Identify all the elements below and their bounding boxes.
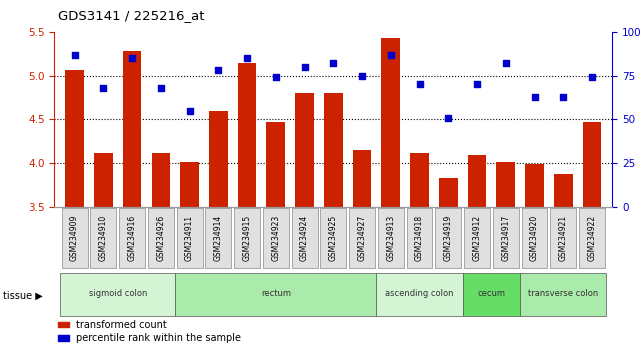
Text: GSM234913: GSM234913 — [387, 215, 395, 261]
Bar — [324, 93, 343, 207]
Text: rectum: rectum — [261, 289, 291, 298]
FancyBboxPatch shape — [148, 208, 174, 268]
Text: GSM234922: GSM234922 — [588, 215, 597, 261]
Text: sigmoid colon: sigmoid colon — [88, 289, 147, 298]
FancyBboxPatch shape — [234, 208, 260, 268]
FancyBboxPatch shape — [177, 208, 203, 268]
Point — [443, 115, 453, 121]
Point — [357, 73, 367, 79]
Point — [271, 75, 281, 80]
Text: ascending colon: ascending colon — [385, 289, 454, 298]
Bar — [525, 164, 544, 207]
Point — [501, 61, 511, 66]
Text: GSM234912: GSM234912 — [472, 215, 481, 261]
FancyBboxPatch shape — [579, 208, 605, 268]
FancyBboxPatch shape — [520, 273, 606, 316]
Point — [185, 108, 195, 114]
Point — [213, 68, 224, 73]
FancyBboxPatch shape — [435, 208, 462, 268]
Text: tissue ▶: tissue ▶ — [3, 291, 43, 301]
Bar — [583, 122, 601, 207]
Bar — [468, 155, 487, 207]
FancyBboxPatch shape — [464, 208, 490, 268]
FancyBboxPatch shape — [493, 208, 519, 268]
Point — [386, 52, 396, 57]
Point — [587, 75, 597, 80]
FancyBboxPatch shape — [551, 208, 576, 268]
Text: GSM234924: GSM234924 — [300, 215, 309, 261]
Text: GSM234910: GSM234910 — [99, 215, 108, 261]
Text: cecum: cecum — [478, 289, 505, 298]
Text: GSM234923: GSM234923 — [271, 215, 280, 261]
Bar — [296, 93, 314, 207]
Text: GSM234916: GSM234916 — [128, 215, 137, 261]
Text: GSM234926: GSM234926 — [156, 215, 165, 261]
Point — [558, 94, 569, 99]
Point — [299, 64, 310, 70]
Text: GSM234915: GSM234915 — [242, 215, 251, 261]
Bar — [238, 63, 256, 207]
Text: GSM234911: GSM234911 — [185, 215, 194, 261]
Point — [415, 81, 425, 87]
FancyBboxPatch shape — [119, 208, 145, 268]
FancyBboxPatch shape — [60, 273, 175, 316]
Text: percentile rank within the sample: percentile rank within the sample — [76, 333, 240, 343]
Bar — [65, 69, 84, 207]
FancyBboxPatch shape — [463, 273, 520, 316]
Text: GSM234914: GSM234914 — [214, 215, 223, 261]
Bar — [180, 162, 199, 207]
Text: GSM234920: GSM234920 — [530, 215, 539, 261]
Point — [472, 81, 482, 87]
Bar — [410, 153, 429, 207]
FancyBboxPatch shape — [522, 208, 547, 268]
Point — [242, 55, 252, 61]
FancyBboxPatch shape — [175, 273, 376, 316]
Text: GSM234921: GSM234921 — [559, 215, 568, 261]
Point — [156, 85, 166, 91]
Bar — [209, 111, 228, 207]
Bar — [353, 150, 371, 207]
Bar — [94, 153, 113, 207]
Bar — [496, 162, 515, 207]
Bar — [267, 122, 285, 207]
Point — [127, 55, 137, 61]
FancyBboxPatch shape — [349, 208, 375, 268]
Point — [328, 61, 338, 66]
FancyBboxPatch shape — [378, 208, 404, 268]
Bar — [123, 51, 142, 207]
Point — [98, 85, 108, 91]
Point — [69, 52, 79, 57]
Text: GSM234927: GSM234927 — [358, 215, 367, 261]
Bar — [151, 153, 171, 207]
Text: transverse colon: transverse colon — [528, 289, 599, 298]
Text: GSM234925: GSM234925 — [329, 215, 338, 261]
Bar — [439, 178, 458, 207]
FancyBboxPatch shape — [406, 208, 433, 268]
Text: GSM234918: GSM234918 — [415, 215, 424, 261]
FancyBboxPatch shape — [292, 208, 317, 268]
Text: GSM234917: GSM234917 — [501, 215, 510, 261]
Text: transformed count: transformed count — [76, 320, 167, 330]
FancyBboxPatch shape — [263, 208, 288, 268]
FancyBboxPatch shape — [376, 273, 463, 316]
Text: GDS3141 / 225216_at: GDS3141 / 225216_at — [58, 9, 204, 22]
Bar — [381, 38, 400, 207]
FancyBboxPatch shape — [320, 208, 346, 268]
FancyBboxPatch shape — [90, 208, 116, 268]
Point — [529, 94, 540, 99]
Bar — [554, 174, 572, 207]
FancyBboxPatch shape — [62, 208, 88, 268]
FancyBboxPatch shape — [205, 208, 231, 268]
Text: GSM234919: GSM234919 — [444, 215, 453, 261]
Text: GSM234909: GSM234909 — [70, 215, 79, 261]
